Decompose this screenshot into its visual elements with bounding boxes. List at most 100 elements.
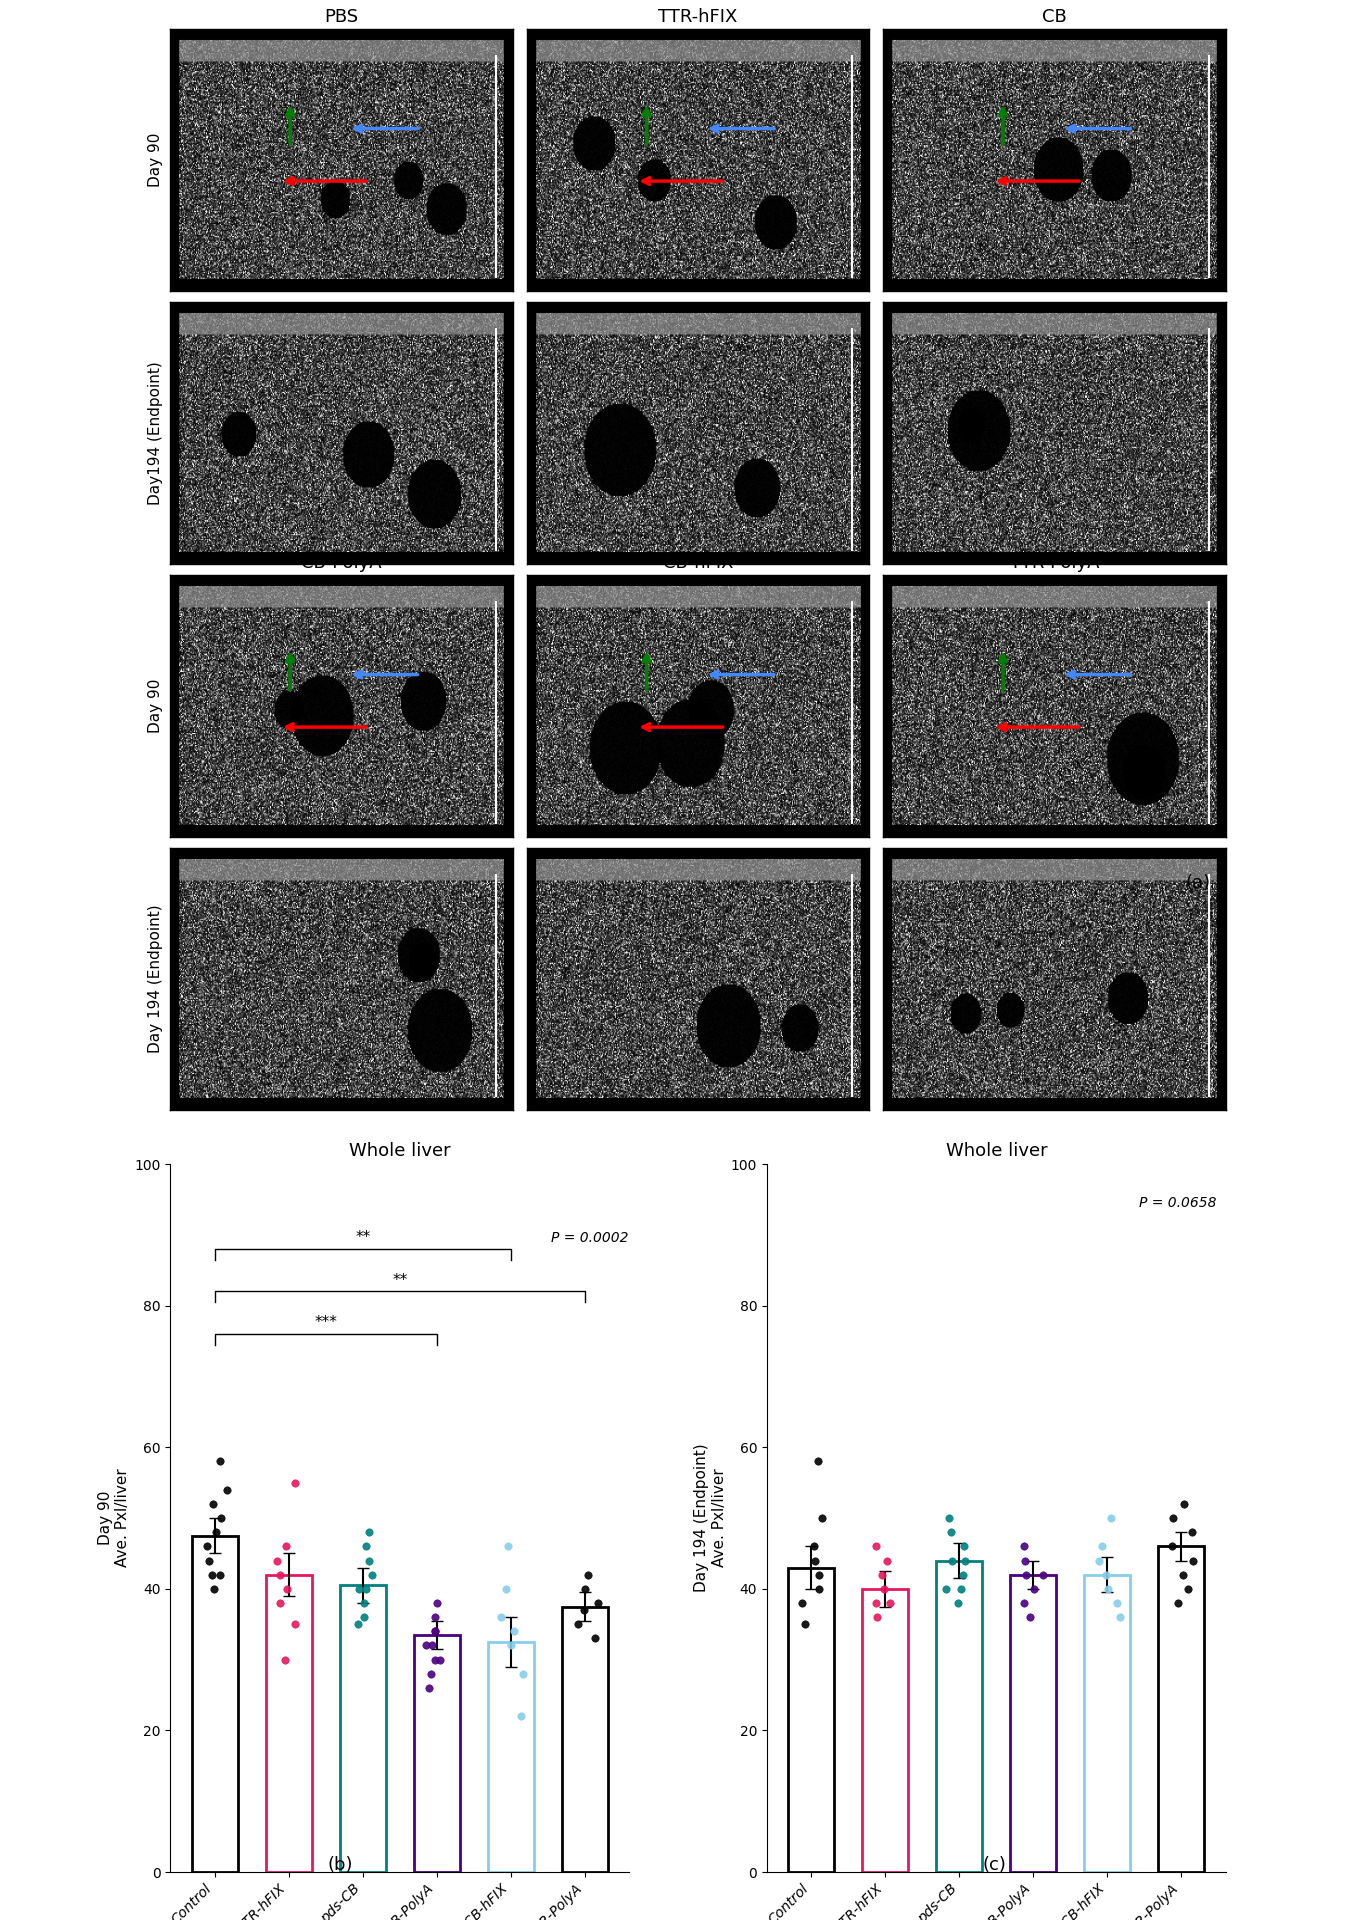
- Bar: [789, 1567, 834, 1872]
- Point: [270, 1559, 291, 1590]
- Point: [1098, 1574, 1120, 1605]
- Point: [266, 1546, 287, 1576]
- Point: [1106, 1588, 1128, 1619]
- Point: [865, 1530, 887, 1561]
- Point: [497, 1530, 519, 1561]
- Bar: [339, 1586, 385, 1872]
- Point: [1162, 1530, 1184, 1561]
- Point: [511, 1701, 533, 1732]
- Point: [804, 1546, 825, 1576]
- Text: P = 0.0658: P = 0.0658: [1139, 1196, 1216, 1210]
- Point: [866, 1601, 888, 1632]
- Point: [955, 1546, 977, 1576]
- Point: [577, 1559, 599, 1590]
- Point: [573, 1596, 595, 1626]
- Bar: [414, 1634, 460, 1872]
- Point: [429, 1644, 451, 1674]
- Title: TTR-PolyA: TTR-PolyA: [1009, 553, 1099, 572]
- Point: [587, 1588, 609, 1619]
- Text: P = 0.0002: P = 0.0002: [552, 1231, 629, 1246]
- Point: [354, 1530, 376, 1561]
- Point: [200, 1559, 222, 1590]
- Point: [494, 1574, 516, 1605]
- Point: [808, 1446, 829, 1476]
- Title: CB-PolyA: CB-PolyA: [301, 553, 381, 572]
- Point: [503, 1617, 524, 1647]
- Bar: [1159, 1546, 1204, 1872]
- Text: (b): (b): [328, 1857, 353, 1874]
- Point: [1019, 1601, 1041, 1632]
- Text: ***: ***: [315, 1315, 338, 1331]
- Y-axis label: Day 90: Day 90: [148, 680, 163, 733]
- Point: [358, 1517, 380, 1548]
- Point: [208, 1559, 230, 1590]
- Point: [421, 1630, 443, 1661]
- Point: [424, 1617, 445, 1647]
- Point: [809, 1559, 831, 1590]
- Point: [938, 1503, 960, 1534]
- Point: [1162, 1503, 1184, 1534]
- Point: [1173, 1488, 1194, 1519]
- Point: [415, 1630, 437, 1661]
- Point: [1173, 1559, 1194, 1590]
- Point: [1167, 1588, 1189, 1619]
- Point: [1015, 1546, 1036, 1576]
- Point: [217, 1475, 238, 1505]
- Point: [283, 1609, 305, 1640]
- Point: [361, 1559, 383, 1590]
- Bar: [563, 1607, 607, 1872]
- Point: [210, 1503, 232, 1534]
- Point: [1100, 1503, 1122, 1534]
- Point: [567, 1609, 588, 1640]
- Point: [952, 1559, 974, 1590]
- Bar: [192, 1536, 237, 1872]
- Point: [1109, 1601, 1130, 1632]
- Point: [880, 1588, 902, 1619]
- Text: **: **: [355, 1231, 370, 1246]
- Point: [1181, 1517, 1203, 1548]
- Point: [349, 1574, 370, 1605]
- Point: [876, 1546, 898, 1576]
- Point: [197, 1546, 219, 1576]
- Point: [270, 1588, 291, 1619]
- Point: [276, 1574, 298, 1605]
- Point: [1015, 1559, 1036, 1590]
- Point: [421, 1659, 443, 1690]
- Point: [358, 1546, 380, 1576]
- Text: **: **: [392, 1273, 407, 1288]
- Text: (a): (a): [1186, 874, 1211, 891]
- Title: Whole liver: Whole liver: [945, 1142, 1047, 1160]
- Point: [865, 1588, 887, 1619]
- Point: [948, 1588, 970, 1619]
- Y-axis label: Day 194 (Endpoint): Day 194 (Endpoint): [148, 904, 163, 1054]
- Point: [353, 1601, 375, 1632]
- Point: [953, 1530, 975, 1561]
- Title: Whole liver: Whole liver: [349, 1142, 451, 1160]
- Point: [274, 1644, 296, 1674]
- Point: [575, 1574, 597, 1605]
- Point: [804, 1530, 825, 1561]
- Point: [500, 1630, 522, 1661]
- Point: [794, 1609, 816, 1640]
- Y-axis label: Day 90
Ave. Pxl/liver: Day 90 Ave. Pxl/liver: [98, 1469, 129, 1567]
- Point: [791, 1588, 813, 1619]
- Point: [1182, 1546, 1204, 1576]
- Point: [873, 1574, 895, 1605]
- Point: [1088, 1546, 1110, 1576]
- Point: [936, 1574, 957, 1605]
- Title: TTR-hFIX: TTR-hFIX: [658, 8, 738, 25]
- Point: [1013, 1530, 1035, 1561]
- Point: [196, 1530, 218, 1561]
- Point: [941, 1546, 963, 1576]
- Point: [426, 1588, 448, 1619]
- Point: [202, 1488, 223, 1519]
- Point: [940, 1517, 962, 1548]
- Point: [1032, 1559, 1054, 1590]
- Point: [208, 1446, 230, 1476]
- Point: [353, 1588, 375, 1619]
- Point: [584, 1622, 606, 1653]
- Title: CB: CB: [1042, 8, 1066, 25]
- Bar: [862, 1590, 908, 1872]
- Bar: [937, 1561, 982, 1872]
- Point: [1091, 1530, 1113, 1561]
